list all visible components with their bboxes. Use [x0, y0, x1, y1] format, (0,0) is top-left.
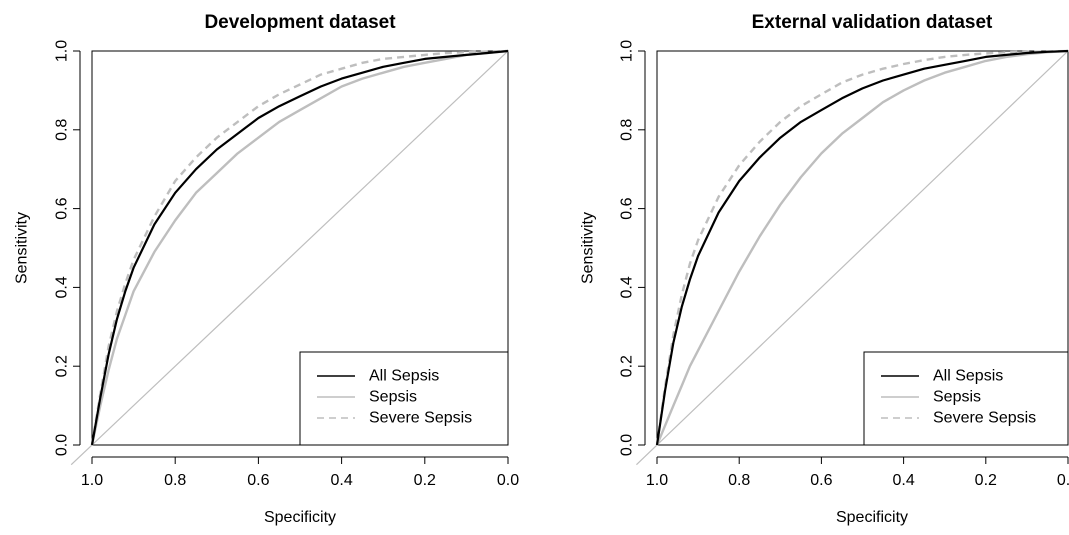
x-tick-label: 1.0 [81, 472, 103, 489]
chart-title: External validation dataset [752, 12, 993, 33]
x-tick-label: 1.0 [646, 472, 668, 489]
panel-1-group: Development dataset 1.0 0.8 0.6 0.4 0.2 0.0 0.0… [14, 12, 529, 526]
y-tick-label: 0.6 [619, 197, 636, 219]
chart-title: Development dataset [204, 12, 396, 33]
y-tick-label: 1.0 [54, 40, 71, 62]
x-tick-label: 0.4 [892, 472, 914, 489]
x-tick-label: 0.0 [1057, 472, 1069, 489]
x-tick-label: 0.8 [728, 472, 750, 489]
y-tick-label: 0.6 [54, 197, 71, 219]
x-tick-label: 0.2 [975, 472, 997, 489]
x-tick-label: 0.6 [810, 472, 832, 489]
y-tick-label: 0.4 [619, 276, 636, 298]
x-tick-label: 0.2 [414, 472, 436, 489]
legend-label-all-sepsis: All Sepsis [933, 368, 1003, 385]
y-tick-label: 0.2 [619, 355, 636, 377]
y-tick-label: 0.0 [54, 434, 71, 456]
y-tick-label: 0.0 [619, 434, 636, 456]
x-tick-label: 0.6 [247, 472, 269, 489]
y-tick-label: 0.2 [54, 355, 71, 377]
legend-label-sepsis: Sepsis [369, 389, 417, 406]
y-tick-label: 0.8 [619, 119, 636, 141]
legend-label-sepsis: Sepsis [933, 389, 981, 406]
legend-label-severe-sepsis: Severe Sepsis [933, 410, 1036, 427]
x-tick-label: 0.8 [164, 472, 186, 489]
legend-label-all-sepsis: All Sepsis [369, 368, 439, 385]
legend-label-severe-sepsis: Severe Sepsis [369, 410, 472, 427]
panel-2-group: External validation dataset 1.0 0.8 0.6 0.4 0… [580, 12, 1069, 526]
legend: All Sepsis Sepsis Severe Sepsis [864, 352, 1068, 445]
x-axis-title: Specificity [264, 509, 336, 526]
y-tick-label: 0.4 [54, 276, 71, 298]
legend: All Sepsis Sepsis Severe Sepsis [300, 352, 508, 445]
x-tick-label: 0.4 [330, 472, 352, 489]
y-axis-title: Sensitivity [14, 212, 31, 284]
y-tick-label: 1.0 [619, 40, 636, 62]
y-axis-title: Sensitivity [580, 212, 597, 284]
x-tick-label: 0.0 [497, 472, 519, 489]
x-axis-title: Specificity [836, 509, 908, 526]
y-tick-label: 0.8 [54, 119, 71, 141]
